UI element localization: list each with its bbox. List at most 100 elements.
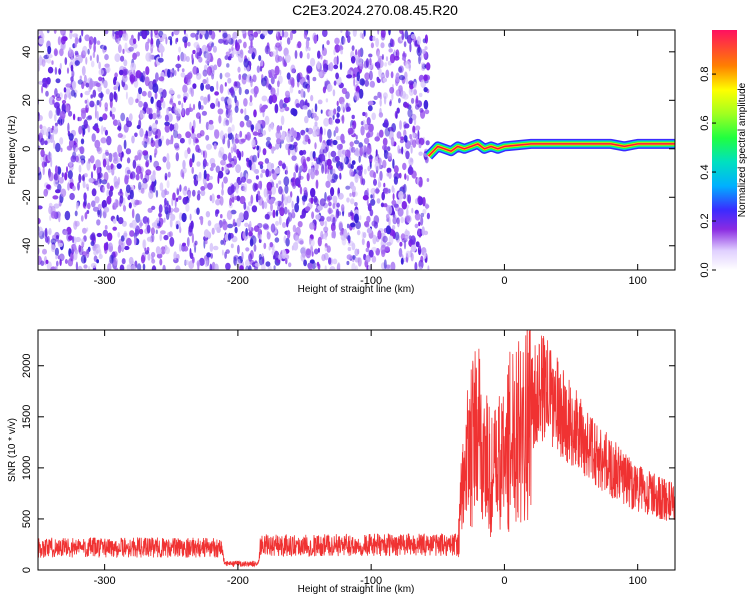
noise-speckle	[152, 83, 159, 94]
noise-speckle	[319, 215, 325, 222]
noise-speckle	[315, 179, 319, 189]
noise-speckle	[167, 139, 173, 145]
noise-speckle	[222, 32, 228, 39]
noise-speckle	[113, 151, 118, 162]
noise-speckle	[324, 191, 327, 202]
noise-speckle	[219, 84, 224, 94]
noise-speckle	[215, 165, 221, 173]
noise-speckle	[335, 118, 341, 124]
noise-speckle	[418, 151, 423, 156]
noise-speckle	[165, 210, 170, 220]
noise-speckle	[116, 163, 122, 170]
noise-speckle	[414, 223, 419, 229]
noise-speckle	[64, 93, 67, 101]
noise-speckle	[183, 185, 188, 191]
noise-speckle	[248, 159, 252, 167]
noise-speckle	[114, 72, 118, 78]
noise-speckle	[378, 67, 382, 77]
noise-speckle	[221, 181, 224, 190]
noise-speckle	[57, 119, 61, 125]
noise-speckle	[56, 260, 59, 267]
noise-speckle	[134, 155, 139, 161]
noise-speckle	[74, 249, 79, 255]
noise-speckle	[305, 206, 311, 212]
noise-speckle	[340, 204, 345, 212]
noise-speckle	[59, 110, 66, 120]
noise-speckle	[64, 57, 68, 66]
noise-speckle	[370, 198, 376, 206]
noise-speckle	[370, 187, 377, 195]
noise-speckle	[379, 170, 383, 181]
noise-speckle	[60, 188, 67, 198]
noise-speckle	[214, 91, 220, 96]
noise-speckle	[282, 56, 285, 65]
noise-speckle	[38, 217, 41, 225]
noise-speckle	[293, 130, 297, 139]
noise-speckle	[226, 163, 233, 168]
noise-speckle	[277, 44, 283, 52]
noise-speckle	[105, 88, 110, 95]
noise-speckle	[292, 177, 295, 186]
noise-speckle	[258, 253, 262, 260]
noise-speckle	[312, 76, 317, 82]
noise-speckle	[104, 102, 108, 110]
noise-speckle	[209, 263, 213, 270]
noise-speckle	[47, 53, 53, 59]
noise-speckle	[68, 235, 73, 241]
noise-speckle	[405, 228, 408, 235]
noise-speckle	[323, 117, 330, 127]
noise-speckle	[55, 142, 61, 153]
noise-speckle	[91, 188, 97, 197]
y-tick-label: 40	[21, 46, 33, 58]
noise-speckle	[163, 234, 169, 241]
noise-speckle	[77, 182, 80, 191]
noise-speckle	[366, 240, 370, 249]
noise-speckle	[364, 123, 370, 131]
noise-speckle	[76, 201, 80, 209]
noise-speckle	[332, 230, 336, 239]
noise-speckle	[151, 258, 156, 264]
noise-speckle	[334, 155, 340, 162]
noise-speckle	[48, 205, 53, 215]
noise-speckle	[102, 113, 108, 121]
noise-speckle	[418, 92, 423, 98]
noise-speckle	[350, 164, 354, 170]
noise-speckle	[421, 226, 425, 236]
noise-speckle	[248, 231, 253, 237]
noise-speckle	[403, 234, 409, 240]
noise-speckle	[327, 128, 332, 139]
noise-speckle	[407, 194, 411, 204]
noise-speckle	[364, 79, 370, 87]
noise-speckle	[187, 147, 191, 155]
noise-speckle	[363, 60, 369, 69]
noise-speckle	[380, 42, 385, 49]
noise-speckle	[190, 32, 196, 38]
noise-speckle	[404, 215, 411, 223]
noise-speckle	[50, 244, 56, 253]
noise-speckle	[55, 189, 61, 194]
noise-speckle	[231, 124, 235, 132]
noise-speckle	[214, 263, 219, 270]
noise-speckle	[259, 180, 263, 191]
noise-speckle	[156, 247, 162, 255]
noise-speckle	[132, 52, 138, 60]
noise-speckle	[235, 258, 241, 269]
noise-speckle	[220, 239, 224, 245]
noise-speckle	[141, 90, 147, 97]
noise-speckle	[93, 36, 97, 46]
noise-speckle	[227, 108, 232, 113]
noise-speckle	[196, 193, 201, 201]
noise-speckle	[384, 127, 390, 137]
noise-speckle	[410, 145, 413, 154]
noise-speckle	[183, 30, 186, 35]
noise-speckle	[392, 158, 395, 169]
colorbar-tick-label: 0.2	[699, 213, 711, 228]
noise-speckle	[396, 217, 400, 228]
noise-speckle	[74, 60, 80, 66]
noise-speckle	[317, 236, 322, 247]
noise-speckle	[375, 37, 379, 48]
noise-speckle	[84, 77, 88, 82]
noise-speckle	[422, 196, 426, 207]
noise-speckle	[219, 130, 224, 141]
noise-speckle	[396, 199, 402, 205]
